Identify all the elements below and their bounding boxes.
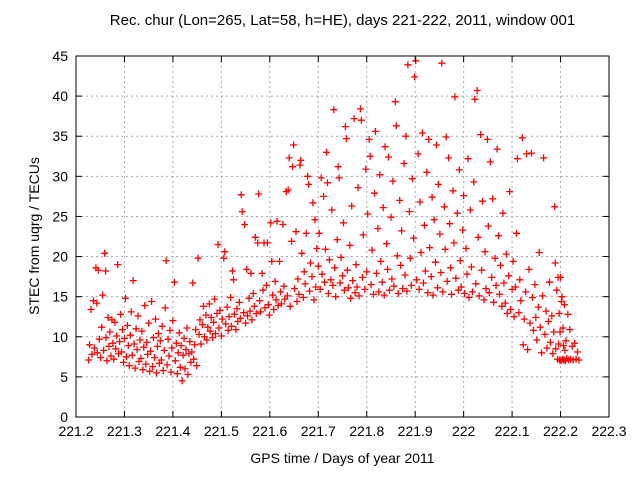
x-tick-label: 221.4 bbox=[155, 423, 190, 439]
y-tick-label: 45 bbox=[52, 48, 68, 64]
x-tick-label: 221.6 bbox=[252, 423, 287, 439]
y-tick-label: 0 bbox=[60, 409, 68, 425]
x-tick-label: 221.3 bbox=[107, 423, 142, 439]
x-tick-label: 222.2 bbox=[543, 423, 578, 439]
x-tick-label: 221.2 bbox=[58, 423, 93, 439]
y-tick-label: 5 bbox=[60, 369, 68, 385]
plot-frame bbox=[75, 55, 610, 418]
y-tick-label: 20 bbox=[52, 249, 68, 265]
x-axis-label: GPS time / Days of year 2011 bbox=[250, 450, 435, 466]
data-points bbox=[85, 57, 583, 385]
chart-title: Rec. chur (Lon=265, Lat=58, h=HE), days … bbox=[109, 12, 576, 29]
x-tick-label: 222 bbox=[452, 423, 476, 439]
y-tick-label: 35 bbox=[52, 128, 68, 144]
y-tick-label: 10 bbox=[52, 329, 68, 345]
x-tick-label: 221.8 bbox=[349, 423, 384, 439]
y-tick-label: 25 bbox=[52, 208, 68, 224]
x-tick-label: 222.1 bbox=[495, 423, 530, 439]
y-tick-label: 30 bbox=[52, 168, 68, 184]
x-tick-label: 222.3 bbox=[591, 423, 626, 439]
x-tick-label: 221.7 bbox=[301, 423, 336, 439]
x-tick-label: 221.5 bbox=[204, 423, 239, 439]
y-tick-label: 15 bbox=[52, 289, 68, 305]
y-tick-label: 40 bbox=[52, 88, 68, 104]
x-tick-label: 221.9 bbox=[398, 423, 433, 439]
